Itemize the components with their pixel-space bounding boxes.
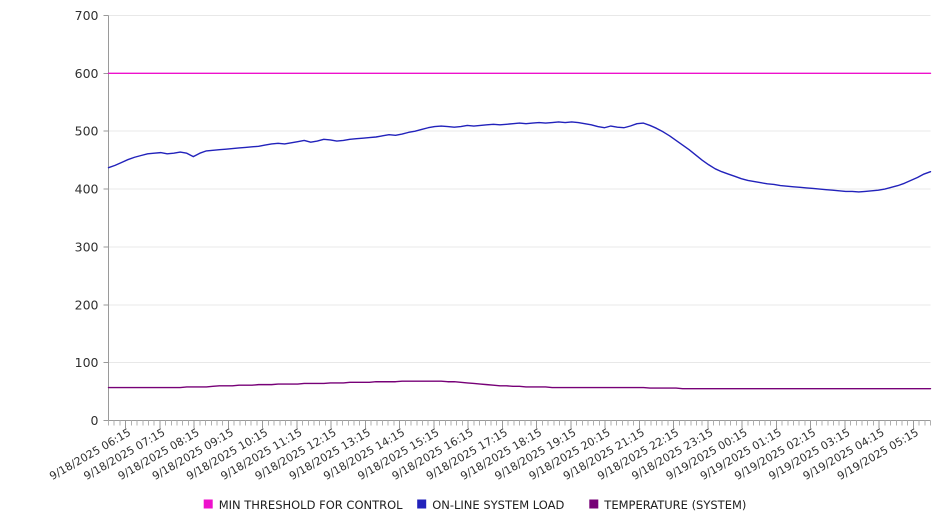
- series-line: [107, 121, 932, 193]
- y-tick-label: 400: [75, 182, 99, 197]
- y-tick-label: 500: [75, 124, 99, 139]
- legend-label: MIN THRESHOLD FOR CONTROL: [219, 498, 403, 512]
- legend-item[interactable]: ON-LINE SYSTEM LOAD: [417, 498, 565, 512]
- legend-swatch: [417, 499, 427, 509]
- y-tick-label: 700: [75, 8, 99, 23]
- series-lines: [107, 72, 932, 390]
- x-tick-labels: 9/18/2025 06:159/18/2025 07:159/18/2025 …: [47, 426, 921, 483]
- series-line: [107, 380, 932, 390]
- y-tick-label: 600: [75, 66, 99, 81]
- y-tick-label: 200: [75, 297, 99, 312]
- gridlines: [108, 15, 931, 364]
- legend-swatch: [589, 499, 599, 509]
- legend-label: ON-LINE SYSTEM LOAD: [432, 498, 564, 512]
- legend-label: TEMPERATURE (SYSTEM): [603, 498, 746, 512]
- y-tick-label: 300: [75, 239, 99, 254]
- chart-legend: MIN THRESHOLD FOR CONTROL ON-LINE SYSTEM …: [203, 498, 746, 512]
- y-tick-label: 0: [91, 413, 99, 428]
- legend-item[interactable]: MIN THRESHOLD FOR CONTROL: [203, 498, 403, 512]
- y-tick-label: 100: [75, 355, 99, 370]
- legend-item[interactable]: TEMPERATURE (SYSTEM): [589, 498, 746, 512]
- y-axis: 0 100 200 300 400 500 600 700: [75, 8, 109, 428]
- legend-swatch: [203, 499, 213, 509]
- x-axis: [108, 420, 931, 429]
